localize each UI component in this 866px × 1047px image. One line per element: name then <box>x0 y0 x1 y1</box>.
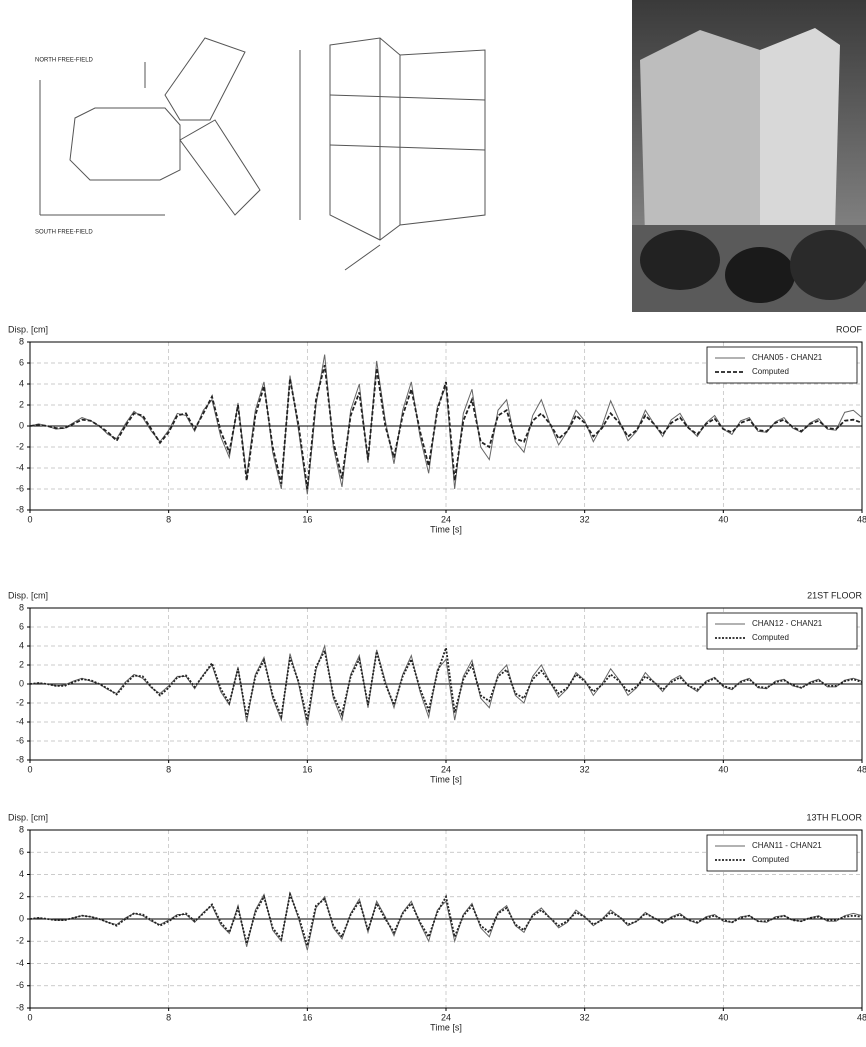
elevation-diagram <box>299 37 486 271</box>
data-line <box>29 644 863 726</box>
x-tick-label: 0 <box>27 514 32 524</box>
y-tick-label: 2 <box>19 891 24 901</box>
diagram-label: NORTH FREE-FIELD <box>35 58 94 64</box>
y-tick-label: 0 <box>19 678 24 688</box>
x-tick-label: 0 <box>27 764 32 774</box>
y-tick-label: 6 <box>19 847 24 857</box>
x-tick-label: 24 <box>441 514 451 524</box>
bush <box>640 230 720 290</box>
x-tick-label: 48 <box>857 514 866 524</box>
floor-line <box>329 144 486 151</box>
x-tick-label: 16 <box>302 1012 312 1022</box>
legend-box <box>706 346 858 384</box>
y-tick-label: -6 <box>16 483 24 493</box>
elevation-outline <box>329 37 486 241</box>
tower-right <box>760 28 840 230</box>
chart-title: 21ST FLOOR <box>807 590 862 600</box>
legend-label: CHAN12 - CHAN21 <box>752 619 823 628</box>
dim-line <box>344 244 381 271</box>
y-axis-label: Disp. [cm] <box>8 590 48 600</box>
y-tick-label: 4 <box>19 640 24 650</box>
y-tick-label: -2 <box>16 936 24 946</box>
x-tick-label: 32 <box>580 764 590 774</box>
x-axis-label: Time [s] <box>430 774 462 784</box>
x-tick-label: 48 <box>857 764 866 774</box>
x-tick-label: 16 <box>302 764 312 774</box>
y-tick-label: 0 <box>19 913 24 923</box>
y-axis-label: Disp. [cm] <box>8 812 48 822</box>
tower-left <box>640 30 760 235</box>
x-tick-label: 0 <box>27 1012 32 1022</box>
x-tick-label: 8 <box>166 764 171 774</box>
x-tick-label: 48 <box>857 1012 866 1022</box>
y-tick-label: 0 <box>19 420 24 430</box>
y-tick-label: 2 <box>19 659 24 669</box>
floor-line <box>329 94 486 101</box>
y-tick-label: -4 <box>16 462 24 472</box>
legend-label: Computed <box>752 855 789 864</box>
x-tick-label: 32 <box>580 514 590 524</box>
x-tick-label: 24 <box>441 764 451 774</box>
y-tick-label: -2 <box>16 441 24 451</box>
legend-label: CHAN11 - CHAN21 <box>752 841 822 850</box>
chart-title: 13TH FLOOR <box>806 812 862 822</box>
building-photo <box>632 0 866 312</box>
x-tick-label: 40 <box>718 1012 728 1022</box>
y-tick-label: -8 <box>16 1002 24 1012</box>
legend-box <box>706 834 858 872</box>
x-tick-label: 40 <box>718 764 728 774</box>
plan-wing <box>164 37 246 121</box>
legend-box <box>706 612 858 650</box>
chart-title: ROOF <box>836 324 863 334</box>
y-tick-label: -8 <box>16 504 24 514</box>
bush <box>790 230 866 300</box>
y-tick-label: -6 <box>16 735 24 745</box>
x-tick-label: 8 <box>166 1012 171 1022</box>
y-tick-label: 8 <box>19 602 24 612</box>
y-tick-label: 4 <box>19 378 24 388</box>
x-axis-label: Time [s] <box>430 524 462 534</box>
x-tick-label: 32 <box>580 1012 590 1022</box>
y-tick-label: -6 <box>16 980 24 990</box>
legend-label: Computed <box>752 367 789 376</box>
y-tick-label: -8 <box>16 754 24 764</box>
data-line <box>29 364 863 490</box>
y-tick-label: -4 <box>16 958 24 968</box>
plan-diagram: NORTH FREE-FIELD SOUTH FREE-FIELD <box>35 37 261 236</box>
plan-wing <box>179 119 261 216</box>
y-tick-label: 8 <box>19 336 24 346</box>
y-axis-label: Disp. [cm] <box>8 324 48 334</box>
x-tick-label: 16 <box>302 514 312 524</box>
y-tick-label: 4 <box>19 869 24 879</box>
data-line <box>29 892 863 951</box>
y-tick-label: 8 <box>19 824 24 834</box>
legend-label: CHAN05 - CHAN21 <box>752 353 823 362</box>
bush <box>725 247 795 303</box>
plan-wing <box>69 107 181 181</box>
diagram-label: SOUTH FREE-FIELD <box>35 230 93 236</box>
y-tick-label: -4 <box>16 716 24 726</box>
y-tick-label: 2 <box>19 399 24 409</box>
x-tick-label: 8 <box>166 514 171 524</box>
data-line <box>29 891 863 948</box>
x-tick-label: 40 <box>718 514 728 524</box>
y-tick-label: 6 <box>19 357 24 367</box>
legend-label: Computed <box>752 633 789 642</box>
y-tick-label: -2 <box>16 697 24 707</box>
y-tick-label: 6 <box>19 621 24 631</box>
data-line <box>29 647 863 721</box>
x-axis-label: Time [s] <box>430 1022 462 1032</box>
x-tick-label: 24 <box>441 1012 451 1022</box>
